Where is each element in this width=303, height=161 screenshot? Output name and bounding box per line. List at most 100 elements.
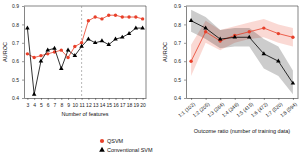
series-line [191, 28, 293, 61]
tick: 13 [93, 98, 99, 108]
tick: 12 [86, 98, 92, 108]
tick-mark [48, 98, 49, 100]
point [26, 52, 29, 55]
tick-mark [95, 98, 96, 100]
tick-label: 9 [67, 102, 70, 108]
tick-label: 17 [120, 102, 126, 108]
point [60, 48, 63, 51]
point [66, 56, 69, 59]
tick-mark [55, 98, 56, 100]
tick-label: 6 [47, 102, 50, 108]
tick-mark [22, 6, 24, 7]
tick-label: 3 [26, 102, 29, 108]
tick-label: 18 [127, 102, 133, 108]
point [66, 48, 71, 52]
point [262, 51, 267, 55]
tick-label: 7 [54, 102, 57, 108]
tick-mark [278, 98, 279, 100]
x-axis-title: Outcome ratio (number of training data) [194, 128, 290, 134]
point [276, 59, 281, 63]
tick: 9 [67, 98, 70, 108]
tick: 0.4 [12, 95, 24, 101]
point [86, 36, 91, 40]
frame [146, 6, 147, 98]
tick-mark [293, 98, 294, 100]
point [107, 14, 110, 17]
reference-line [81, 6, 82, 98]
y-axis: 0.40.50.60.70.80.9 [174, 3, 186, 101]
tick-mark [22, 24, 24, 25]
legend-item: QSVM [100, 138, 124, 144]
tick: 15 [106, 98, 112, 108]
legend: QSVM Conventional SVM [99, 138, 153, 153]
tick: 19 [134, 98, 140, 108]
point [120, 35, 125, 39]
figure: 345678910111213141516171819200.40.50.60.… [0, 0, 303, 161]
point [140, 25, 145, 29]
point [114, 14, 117, 17]
tick: 0.7 [174, 40, 186, 46]
tick: 0.5 [12, 77, 24, 83]
point [87, 19, 90, 22]
tick-label: 0.7 [12, 40, 19, 46]
tick-mark [109, 98, 110, 100]
y-axis: 0.4 0.5 0.6 0.7 0.8 0.9 [12, 3, 24, 101]
tick-label: 15 [106, 102, 112, 108]
tick-mark [88, 98, 89, 100]
legend-symbol [100, 139, 104, 143]
plot-area [25, 6, 145, 98]
y-axis-title: AUROC [162, 42, 168, 62]
tick-mark [191, 98, 192, 100]
point [189, 18, 194, 22]
tick-label: 14 [100, 102, 106, 108]
tick: 6 [47, 98, 50, 108]
point [25, 25, 30, 29]
point [247, 35, 252, 39]
point [203, 25, 208, 29]
legend-item: Conventional SVM [99, 147, 153, 153]
point [127, 15, 130, 18]
tick-mark [22, 80, 24, 81]
tick: 0.6 [174, 58, 186, 64]
tick-mark [184, 6, 186, 7]
tick-mark [184, 61, 186, 62]
point [59, 66, 64, 70]
tick-mark [206, 98, 207, 100]
tick-label: 13 [93, 102, 99, 108]
tick-mark [22, 43, 24, 44]
tick-label: 11 [80, 102, 85, 108]
tick-label: 0.6 [12, 58, 19, 64]
tick-label: 0.9 [12, 3, 19, 9]
tick: 0.5 [174, 77, 186, 83]
tick-label: 4 [33, 102, 36, 108]
frame [186, 6, 298, 7]
tick-label: 0.8 [12, 22, 19, 28]
legend-label: Conventional SVM [107, 147, 153, 153]
axis-line [187, 98, 299, 99]
tick-mark [264, 98, 265, 100]
tick: 0.8 [174, 22, 186, 28]
panel: 1:1 (102)1:2 (205)1:3 (264)1:4 (346)1:5 … [162, 3, 299, 134]
tick-label: 0.4 [12, 95, 19, 101]
point [218, 36, 223, 40]
tick-mark [235, 98, 236, 100]
tick: 14 [100, 98, 106, 108]
point [121, 15, 124, 18]
tick: 18 [127, 98, 133, 108]
tick: 0.8 [12, 22, 24, 28]
series-line [27, 15, 142, 57]
axis-line [24, 7, 25, 99]
tick-mark [34, 98, 35, 100]
point [141, 17, 144, 20]
point [204, 30, 207, 33]
tick-mark [136, 98, 137, 100]
tick-mark [116, 98, 117, 100]
point [291, 36, 294, 39]
tick-mark [22, 98, 24, 99]
tick-mark [122, 98, 123, 100]
tick-mark [184, 80, 186, 81]
tick: 10 [73, 98, 79, 108]
tick-label: 0.4 [174, 95, 181, 101]
tick-label: 19 [134, 102, 140, 108]
tick: 7 [54, 98, 57, 108]
